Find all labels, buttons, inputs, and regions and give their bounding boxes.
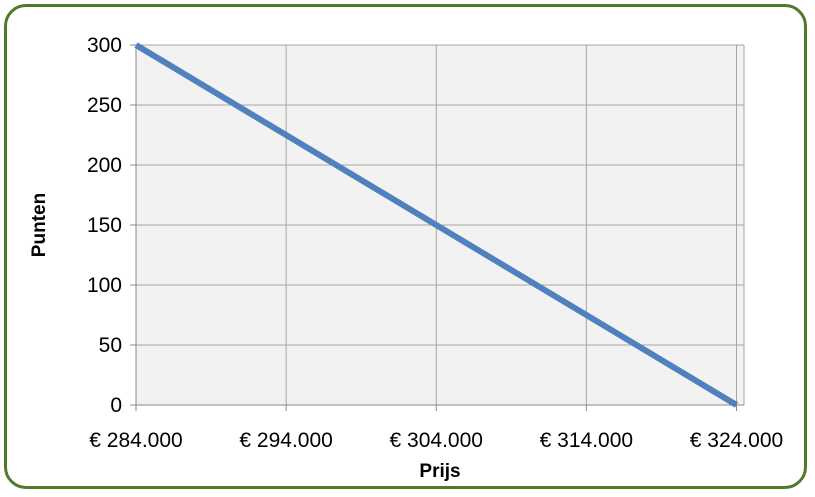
x-tick-label: € 294.000 (239, 429, 332, 452)
y-tick-label: 300 (87, 34, 122, 57)
x-tick-label: € 304.000 (390, 429, 483, 452)
x-axis-title: Prijs (419, 461, 460, 482)
y-tick-label: 200 (87, 154, 122, 177)
x-tick-label: € 314.000 (540, 429, 633, 452)
y-tick-label: 150 (87, 214, 122, 237)
y-tick-label: 50 (99, 334, 122, 357)
y-tick-label: 100 (87, 274, 122, 297)
x-tick-label: € 324.000 (690, 429, 783, 452)
x-tick-label: € 284.000 (89, 429, 182, 452)
y-tick-label: 250 (87, 94, 122, 117)
series-line (134, 42, 739, 408)
y-tick-label: 0 (110, 394, 122, 417)
series-layer (134, 42, 739, 408)
y-axis-title: Punten (29, 193, 50, 257)
tick-labels: 0 50 100 150 200 250 300 € 284.000 € 294.000 € 30… (87, 34, 783, 452)
axes (130, 44, 744, 411)
